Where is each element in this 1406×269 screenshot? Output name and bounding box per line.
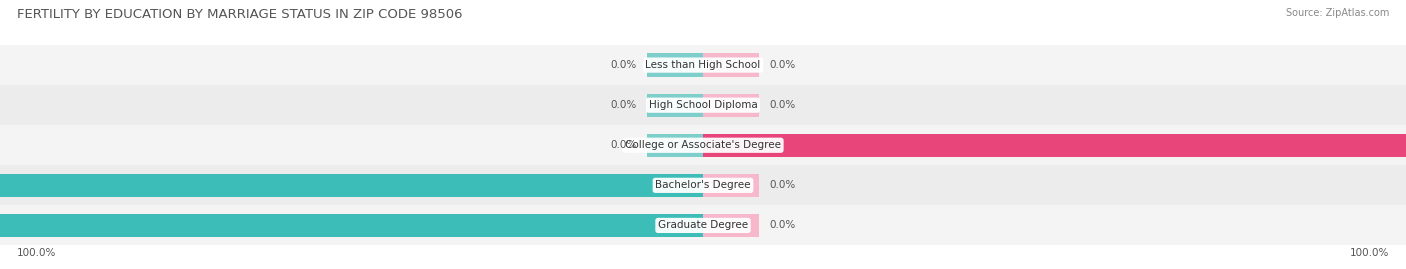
Text: Less than High School: Less than High School	[645, 60, 761, 70]
Text: 0.0%: 0.0%	[610, 60, 637, 70]
Text: 100.0%: 100.0%	[17, 248, 56, 258]
Bar	[703, 54, 759, 77]
Bar	[703, 94, 759, 117]
Bar	[0, 45, 1406, 85]
Bar	[0, 85, 1406, 125]
Bar	[647, 94, 703, 117]
Text: Source: ZipAtlas.com: Source: ZipAtlas.com	[1285, 8, 1389, 18]
Bar	[0, 206, 1406, 246]
Text: 0.0%: 0.0%	[770, 60, 796, 70]
Bar	[0, 174, 703, 197]
Bar	[0, 165, 1406, 206]
Text: High School Diploma: High School Diploma	[648, 100, 758, 110]
Text: Bachelor's Degree: Bachelor's Degree	[655, 180, 751, 190]
Text: 0.0%: 0.0%	[770, 220, 796, 231]
Bar	[647, 54, 703, 77]
Text: 0.0%: 0.0%	[770, 100, 796, 110]
Bar	[0, 125, 1406, 165]
Text: 0.0%: 0.0%	[610, 100, 637, 110]
Text: 0.0%: 0.0%	[770, 180, 796, 190]
Bar	[703, 214, 759, 237]
Bar	[703, 174, 759, 197]
Text: 100.0%: 100.0%	[1350, 248, 1389, 258]
Bar	[703, 134, 1406, 157]
Text: College or Associate's Degree: College or Associate's Degree	[626, 140, 780, 150]
Text: Graduate Degree: Graduate Degree	[658, 220, 748, 231]
Text: FERTILITY BY EDUCATION BY MARRIAGE STATUS IN ZIP CODE 98506: FERTILITY BY EDUCATION BY MARRIAGE STATU…	[17, 8, 463, 21]
Text: 0.0%: 0.0%	[610, 140, 637, 150]
Bar	[0, 214, 703, 237]
Bar	[647, 134, 703, 157]
